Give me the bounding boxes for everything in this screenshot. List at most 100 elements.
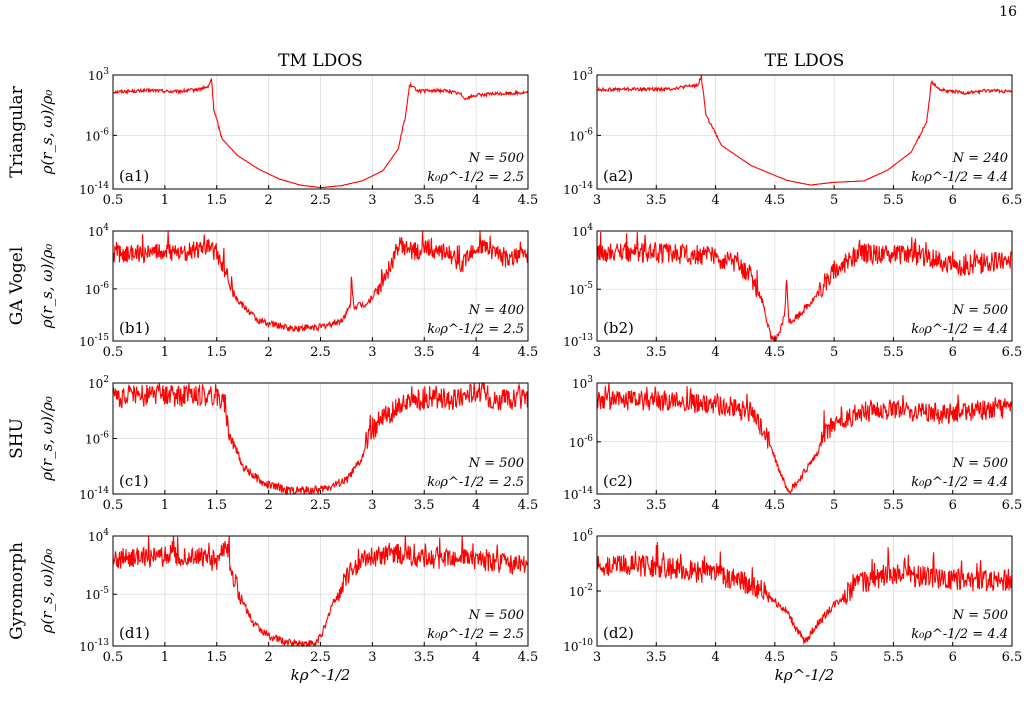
x-tick-label: 0.5 bbox=[103, 193, 124, 208]
ldos-curve bbox=[596, 74, 1013, 186]
x-tick-label: 5.5 bbox=[883, 498, 904, 513]
x-tick-label: 6.5 bbox=[1002, 650, 1023, 665]
y-tick-label: 10-14 bbox=[563, 486, 593, 502]
x-tick-label: 3 bbox=[368, 498, 376, 513]
x-tick-label: 2.5 bbox=[310, 650, 331, 665]
k0-annotation: k₀ρ^-1/2 = 4.4 bbox=[911, 322, 1008, 337]
x-tick-label: 3 bbox=[593, 650, 601, 665]
x-tick-label: 6 bbox=[949, 498, 957, 513]
x-tick-label: 5.5 bbox=[883, 193, 904, 208]
x-tick-label: 2 bbox=[264, 498, 272, 513]
panel-label: (d2) bbox=[603, 624, 634, 642]
x-tick-label: 4 bbox=[711, 498, 719, 513]
x-tick-label: 2 bbox=[264, 345, 272, 360]
y-tick-label: 103 bbox=[572, 67, 593, 83]
row-label: SHU bbox=[7, 418, 27, 459]
x-tick-label: 3.5 bbox=[414, 193, 435, 208]
x-tick-label: 4.5 bbox=[765, 650, 786, 665]
x-tick-label: 5 bbox=[830, 345, 838, 360]
x-tick-label: 6.5 bbox=[1002, 193, 1023, 208]
x-tick-label: 1 bbox=[161, 345, 169, 360]
x-tick-label: 5 bbox=[830, 650, 838, 665]
y-tick-label: 10-15 bbox=[79, 333, 109, 349]
x-tick-label: 4.5 bbox=[518, 345, 539, 360]
panel-label: (b1) bbox=[119, 319, 150, 337]
x-tick-label: 5 bbox=[830, 193, 838, 208]
y-tick-label: 103 bbox=[572, 375, 593, 391]
n-annotation: N = 500 bbox=[952, 608, 1008, 623]
panel-label: (c1) bbox=[119, 472, 149, 490]
x-tick-label: 0.5 bbox=[103, 345, 124, 360]
x-tick-label: 3 bbox=[593, 498, 601, 513]
x-tick-label: 4 bbox=[472, 498, 480, 513]
y-tick-label: 10-13 bbox=[563, 333, 593, 349]
x-tick-label: 0.5 bbox=[103, 498, 124, 513]
x-tick-label: 5 bbox=[830, 498, 838, 513]
y-tick-label: 10-6 bbox=[569, 127, 593, 143]
x-tick-label: 4 bbox=[472, 345, 480, 360]
y-tick-label: 10-2 bbox=[569, 583, 593, 599]
x-tick-label: 5.5 bbox=[883, 345, 904, 360]
ldos-curve bbox=[112, 381, 529, 496]
x-tick-label: 4.5 bbox=[518, 193, 539, 208]
ldos-curve bbox=[596, 382, 1013, 495]
x-tick-label: 2.5 bbox=[310, 498, 331, 513]
y-tick-label: 10-14 bbox=[79, 181, 109, 197]
x-tick-label: 5.5 bbox=[883, 650, 904, 665]
page-number: 16 bbox=[999, 4, 1017, 20]
x-tick-label: 6.5 bbox=[1002, 345, 1023, 360]
y-tick-label: 10-6 bbox=[85, 281, 109, 297]
x-tick-label: 3.5 bbox=[646, 345, 667, 360]
y-tick-label: 104 bbox=[88, 528, 109, 544]
x-tick-label: 4 bbox=[472, 650, 480, 665]
k0-annotation: k₀ρ^-1/2 = 4.4 bbox=[911, 627, 1008, 642]
x-tick-label: 3 bbox=[368, 345, 376, 360]
n-annotation: N = 500 bbox=[468, 456, 524, 471]
x-tick-label: 3.5 bbox=[646, 498, 667, 513]
y-tick-label: 10-5 bbox=[569, 281, 593, 297]
x-tick-label: 6 bbox=[949, 193, 957, 208]
x-tick-label: 1.5 bbox=[206, 193, 227, 208]
panel-label: (a1) bbox=[119, 167, 149, 185]
x-tick-label: 4.5 bbox=[765, 498, 786, 513]
k0-annotation: k₀ρ^-1/2 = 2.5 bbox=[427, 322, 524, 337]
y-tick-label: 10-6 bbox=[85, 127, 109, 143]
y-axis-label: ρ(r_s, ω)/ρ₀ bbox=[38, 549, 56, 635]
y-axis-label: ρ(r_s, ω)/ρ₀ bbox=[38, 244, 56, 330]
x-tick-label: 1 bbox=[161, 498, 169, 513]
x-tick-label: 4.5 bbox=[518, 650, 539, 665]
axes-frame bbox=[596, 382, 1013, 495]
ldos-curve bbox=[596, 541, 1013, 646]
y-tick-label: 10-10 bbox=[563, 638, 593, 654]
k0-annotation: k₀ρ^-1/2 = 2.5 bbox=[427, 627, 524, 642]
x-axis-label: kρ^-1/2 bbox=[291, 666, 351, 684]
column-title: TM LDOS bbox=[278, 51, 363, 71]
k0-annotation: k₀ρ^-1/2 = 4.4 bbox=[911, 475, 1008, 490]
ldos-curve bbox=[596, 231, 1013, 343]
x-tick-label: 3 bbox=[593, 193, 601, 208]
n-annotation: N = 500 bbox=[468, 608, 524, 623]
x-tick-label: 4.5 bbox=[518, 498, 539, 513]
k0-annotation: k₀ρ^-1/2 = 4.4 bbox=[911, 170, 1008, 185]
x-tick-label: 4 bbox=[711, 345, 719, 360]
y-tick-label: 102 bbox=[88, 375, 109, 391]
y-axis-label: ρ(r_s, ω)/ρ₀ bbox=[38, 90, 56, 176]
axes-frame bbox=[596, 74, 1013, 190]
panel-label: (a2) bbox=[603, 167, 633, 185]
x-tick-label: 1.5 bbox=[206, 345, 227, 360]
y-tick-label: 10-14 bbox=[563, 181, 593, 197]
x-tick-label: 1 bbox=[161, 193, 169, 208]
panel-label: (c2) bbox=[603, 472, 633, 490]
row-label: GA Vogel bbox=[7, 247, 27, 326]
x-tick-label: 6 bbox=[949, 345, 957, 360]
y-tick-label: 10-6 bbox=[569, 434, 593, 450]
y-tick-label: 10-6 bbox=[85, 431, 109, 447]
x-tick-label: 2 bbox=[264, 650, 272, 665]
x-tick-label: 1.5 bbox=[206, 498, 227, 513]
column-title: TE LDOS bbox=[765, 51, 845, 71]
n-annotation: N = 500 bbox=[952, 456, 1008, 471]
y-tick-label: 10-14 bbox=[79, 486, 109, 502]
panel-label: (b2) bbox=[603, 319, 634, 337]
x-tick-label: 4 bbox=[472, 193, 480, 208]
